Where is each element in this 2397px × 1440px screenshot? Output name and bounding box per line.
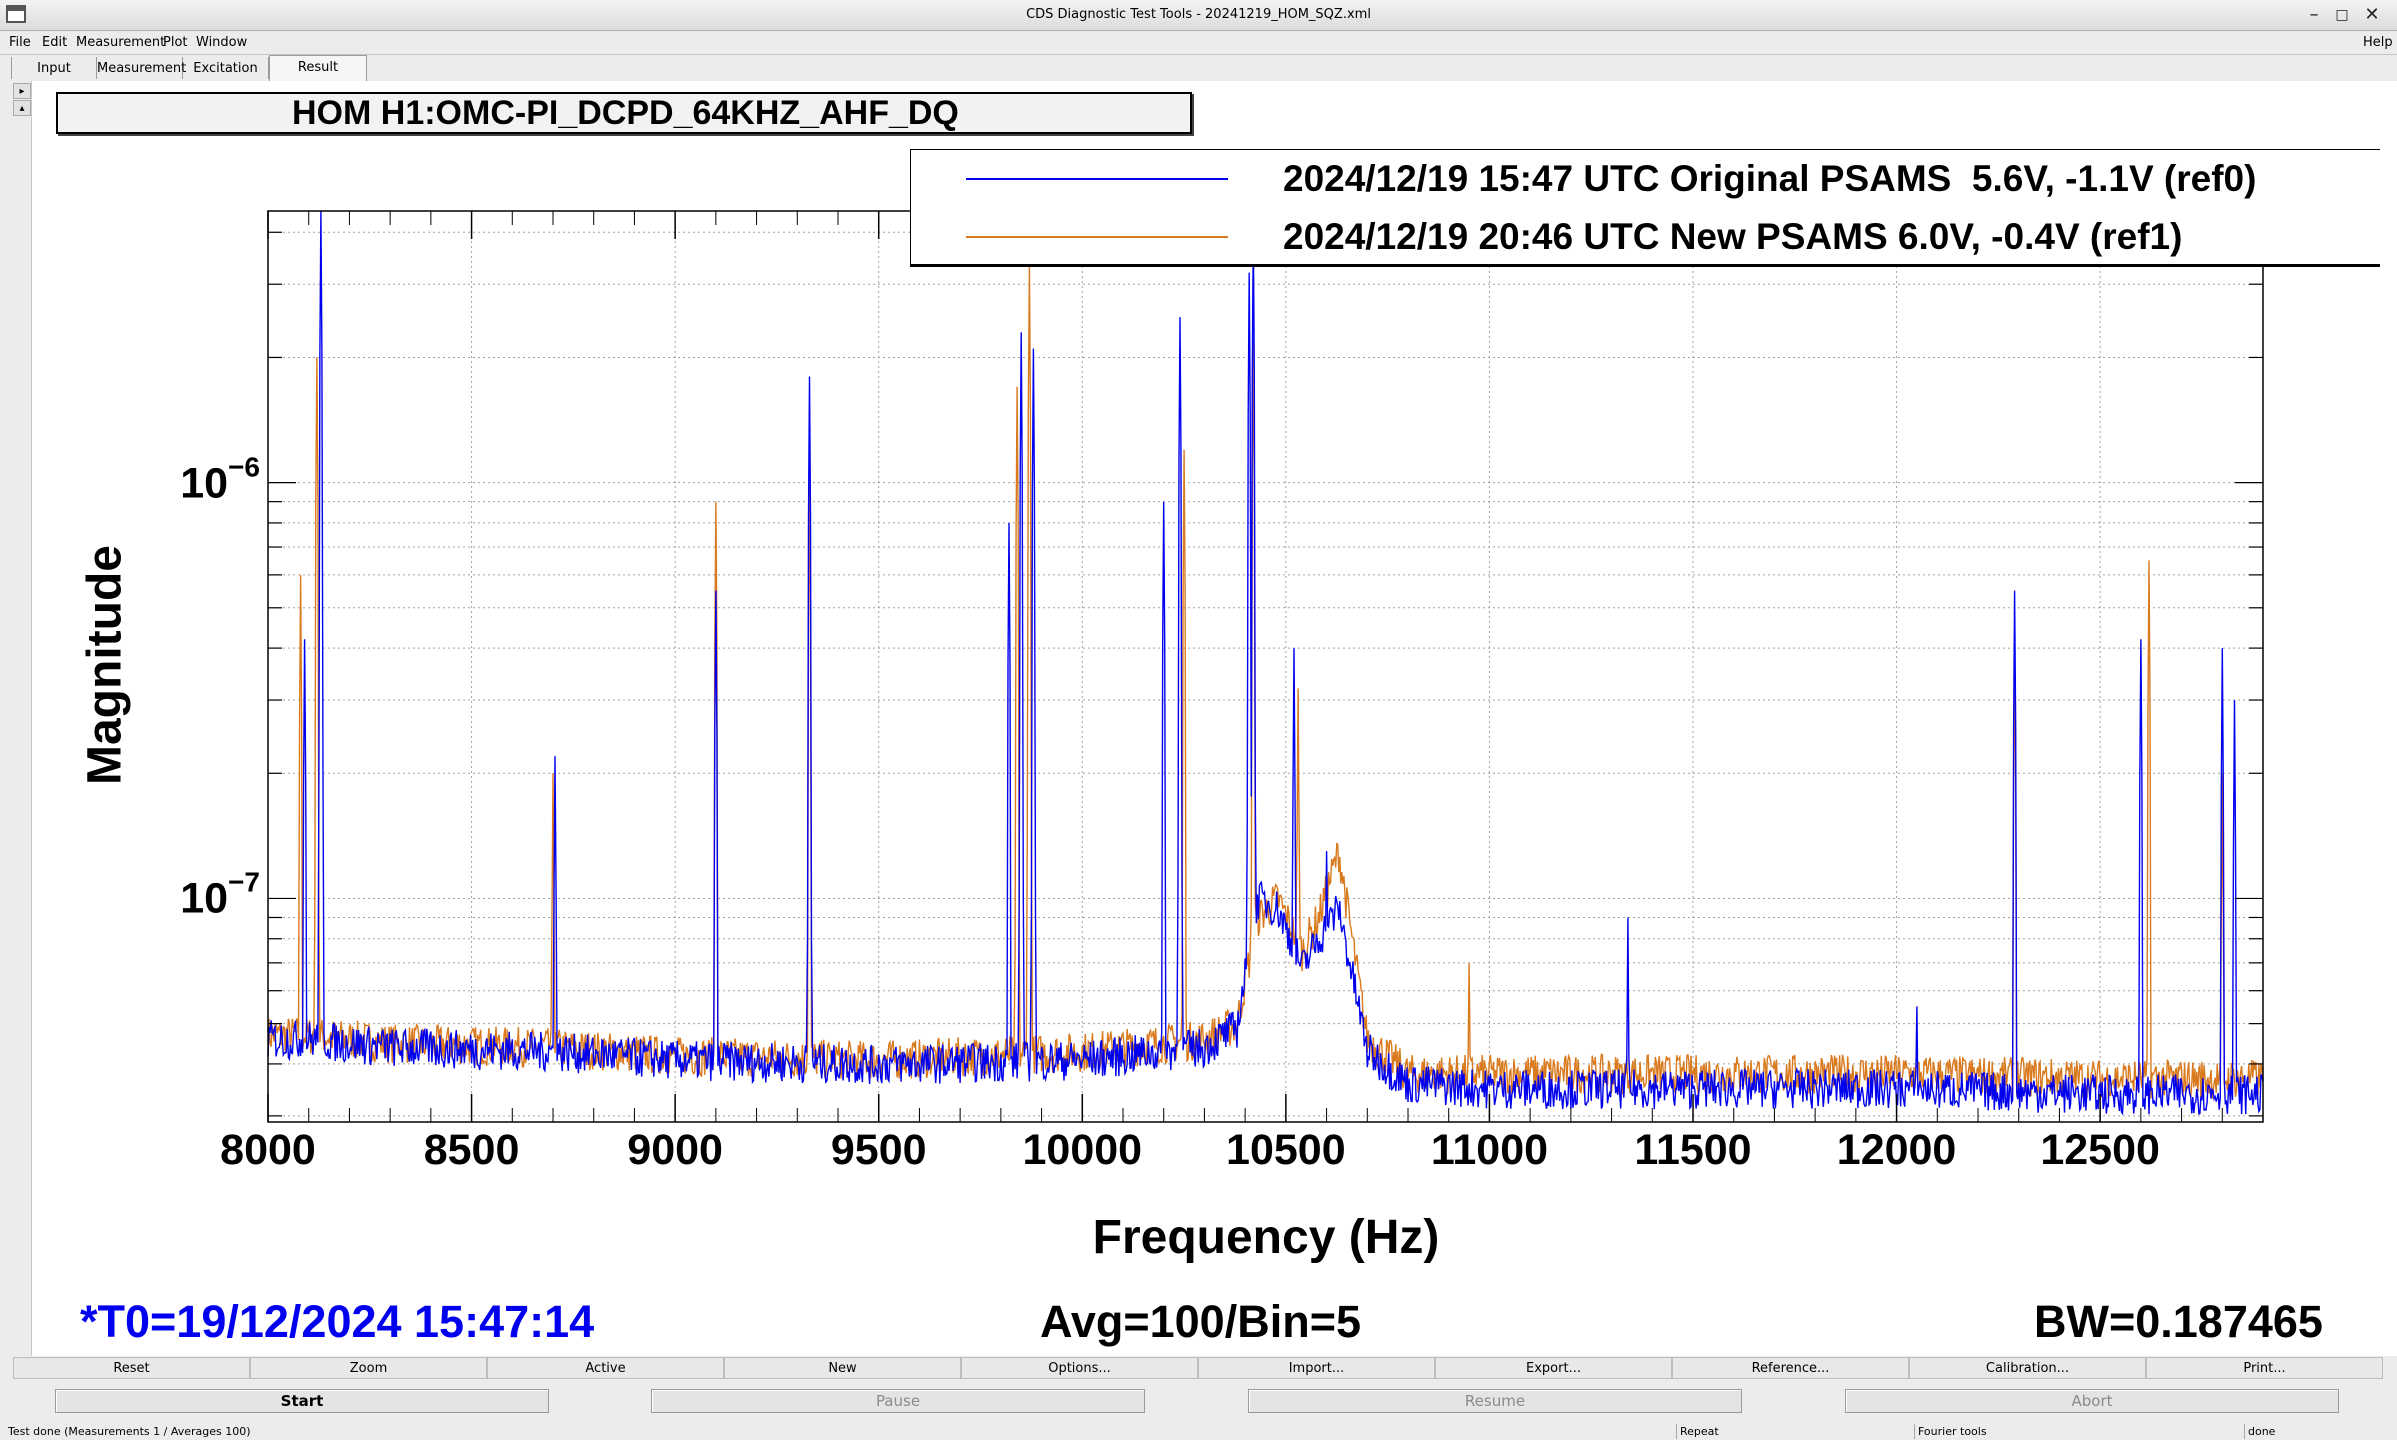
legend-label-ref1: 2024/12/19 20:46 UTC New PSAMS 6.0V, -0.… <box>1283 216 2183 257</box>
y-tick-exponent: −6 <box>228 450 260 482</box>
print-button[interactable]: Print... <box>2146 1357 2383 1379</box>
y-axis-title: Magnitude <box>78 545 132 785</box>
tab-strip: Input Measurement Excitation Result <box>0 55 2397 81</box>
status-state: done <box>2244 1424 2394 1439</box>
plot-pad[interactable] <box>31 81 2397 1356</box>
legend-entry-ref1: 2024/12/19 20:46 UTC New PSAMS 6.0V, -0.… <box>911 208 2381 266</box>
legend-line-ref1 <box>966 236 1228 238</box>
menu-bar: File Edit Measurement Plot Window Help <box>0 31 2397 55</box>
x-tick-label: 8500 <box>423 1126 520 1174</box>
status-message: Test done (Measurements 1 / Averages 100… <box>8 1425 251 1438</box>
export-button[interactable]: Export... <box>1435 1357 1672 1379</box>
plot-title-box: HOM H1:OMC-PI_DCPD_64KHZ_AHF_DQ <box>56 92 1192 134</box>
reference-button[interactable]: Reference... <box>1672 1357 1909 1379</box>
menu-plot[interactable]: Plot <box>163 35 188 50</box>
x-tick-label: 11500 <box>1634 1126 1752 1174</box>
tab-measurement[interactable]: Measurement <box>97 57 186 79</box>
x-tick-label: 12500 <box>2040 1126 2160 1174</box>
menu-measurement[interactable]: Measurement <box>76 35 166 50</box>
plot-frame <box>267 210 2264 1123</box>
legend-entry-ref0: 2024/12/19 15:47 UTC Original PSAMS 5.6V… <box>911 150 2381 208</box>
options-button[interactable]: Options... <box>961 1357 1198 1379</box>
t0-label: *T0=19/12/2024 15:47:14 <box>80 1296 595 1347</box>
start-button[interactable]: Start <box>55 1389 549 1413</box>
minimize-icon[interactable]: – <box>2309 4 2319 25</box>
trace-ref0 <box>267 210 2264 1116</box>
resume-button[interactable]: Resume <box>1248 1389 1742 1413</box>
legend-line-ref0 <box>966 178 1228 180</box>
status-bar: Test done (Measurements 1 / Averages 100… <box>0 1423 2397 1440</box>
abort-button[interactable]: Abort <box>1845 1389 2339 1413</box>
x-tick-label: 9000 <box>627 1126 723 1174</box>
menu-help[interactable]: Help <box>2363 35 2393 50</box>
plot-grid <box>268 211 2263 1122</box>
x-tick-label: 11000 <box>1430 1126 1549 1174</box>
tab-excitation[interactable]: Excitation <box>183 57 269 79</box>
y-tick-base: 10 <box>180 875 229 924</box>
y-tick-exponent: −7 <box>228 866 260 898</box>
legend-label-ref0: 2024/12/19 15:47 UTC Original PSAMS 5.6V… <box>1283 158 2257 199</box>
y-tick-label: 10−6 <box>150 451 260 508</box>
plot-toolbar: Reset Zoom Active New Options... Import.… <box>0 1356 2397 1380</box>
plot-title: HOM H1:OMC-PI_DCPD_64KHZ_AHF_DQ <box>292 94 959 132</box>
window-title-bar[interactable]: CDS Diagnostic Test Tools - 20241219_HOM… <box>0 0 2397 31</box>
control-bar: Start Pause Resume Abort <box>0 1380 2397 1423</box>
new-button[interactable]: New <box>724 1357 961 1379</box>
status-repeat: Repeat <box>1676 1424 1914 1439</box>
status-tools: Fourier tools <box>1914 1424 2244 1439</box>
maximize-icon[interactable]: □ <box>2335 7 2349 23</box>
import-button[interactable]: Import... <box>1198 1357 1435 1379</box>
pause-button[interactable]: Pause <box>651 1389 1145 1413</box>
zoom-button[interactable]: Zoom <box>250 1357 487 1379</box>
left-scroll-strip: ▸ ▴ <box>0 81 31 1356</box>
window-title: CDS Diagnostic Test Tools - 20241219_HOM… <box>1026 7 1371 22</box>
plot-frame-border <box>267 210 2264 1123</box>
plot-traces <box>267 210 2264 1116</box>
x-tick-label: 12000 <box>1836 1126 1957 1174</box>
active-button[interactable]: Active <box>487 1357 724 1379</box>
scroll-up-icon[interactable]: ▴ <box>13 100 31 116</box>
x-tick-label: 10500 <box>1226 1126 1346 1174</box>
close-icon[interactable]: ✕ <box>2364 4 2380 25</box>
app-window-icon[interactable] <box>6 5 26 23</box>
x-tick-label: 8000 <box>220 1126 316 1174</box>
x-tick-label: 10000 <box>1022 1126 1143 1174</box>
y-tick-label: 10−7 <box>150 867 260 924</box>
reset-button[interactable]: Reset <box>13 1357 250 1379</box>
menu-window[interactable]: Window <box>196 35 248 50</box>
x-axis-title: Frequency (Hz) <box>1092 1211 1440 1264</box>
menu-file[interactable]: File <box>9 35 31 50</box>
legend[interactable]: 2024/12/19 15:47 UTC Original PSAMS 5.6V… <box>910 149 2380 267</box>
y-tick-base: 10 <box>180 459 229 508</box>
menu-edit[interactable]: Edit <box>42 35 68 50</box>
calibration-button[interactable]: Calibration... <box>1909 1357 2146 1379</box>
x-tick-label: 9500 <box>830 1126 927 1174</box>
avg-label: Avg=100/Bin=5 <box>1040 1296 1361 1347</box>
scroll-right-icon[interactable]: ▸ <box>13 83 31 99</box>
tab-result[interactable]: Result <box>269 55 367 81</box>
trace-ref1 <box>267 266 2264 1099</box>
tab-input[interactable]: Input <box>11 57 97 79</box>
bw-label: BW=0.187465 <box>2034 1296 2323 1347</box>
